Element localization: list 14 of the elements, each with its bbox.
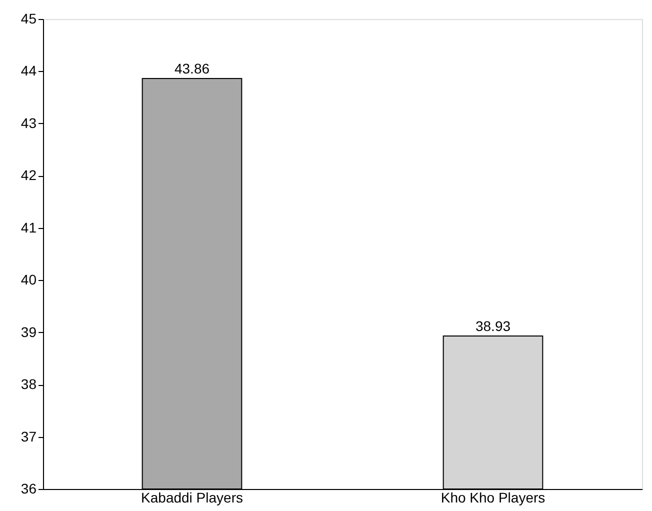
x-tick-label: Kabaddi Players: [141, 490, 243, 506]
y-tick-label: 45: [20, 10, 37, 26]
y-tick-label: 40: [20, 272, 37, 288]
data-label: 38.93: [475, 318, 511, 334]
y-tick-label: 41: [20, 219, 37, 236]
y-tick-label: 36: [20, 480, 37, 496]
y-tick-label: 42: [20, 167, 37, 184]
y-tick-label: 38: [20, 376, 37, 392]
x-tick-label: Kho Kho Players: [440, 490, 546, 506]
y-tick-label: 37: [20, 428, 37, 444]
y-tick-label: 44: [20, 62, 37, 79]
y-tick-label: 43: [20, 114, 37, 131]
data-label: 43.86: [174, 60, 210, 77]
y-tick-label: 39: [20, 324, 37, 340]
